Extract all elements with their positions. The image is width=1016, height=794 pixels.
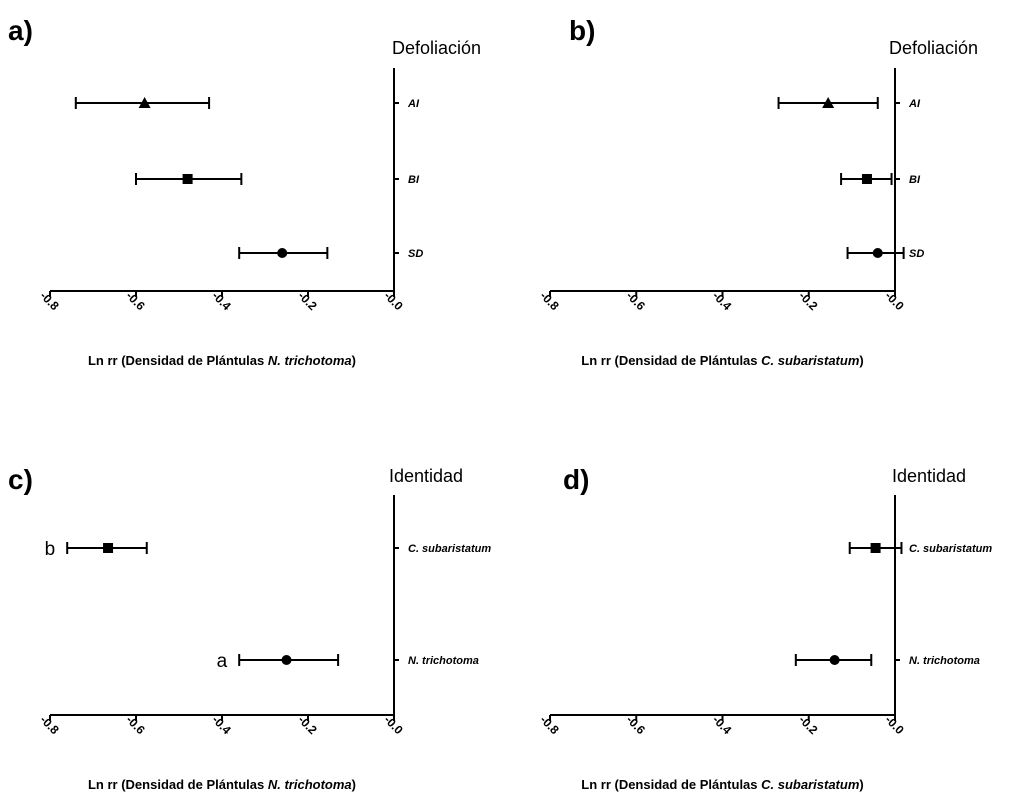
x-axis-label-suffix: ) (352, 777, 356, 792)
x-axis-label-prefix: Ln rr (Densidad de Plántulas (88, 777, 268, 792)
x-axis-label-species: N. trichotoma (268, 353, 352, 368)
chart-panel-3: c) Identidad -0.8 -0.6 -0.4 -0.2 -0.0 Ln rr (De… (8, 464, 491, 792)
category-label-n-trichotoma: N. trichotoma (909, 655, 980, 667)
category-label-ai: AI (908, 98, 921, 110)
x-axis-label-species: C. subaristatum (761, 777, 860, 792)
x-axis-label-species: N. trichotoma (268, 777, 352, 792)
point-marker-n-trichotoma (829, 655, 840, 665)
x-axis-label: Ln rr (Densidad de Plántulas C. subarist… (581, 777, 863, 792)
x-tick-label: -0.0 (381, 713, 406, 738)
x-axis-label-species: C. subaristatum (761, 353, 860, 368)
x-tick-label: -0.2 (796, 289, 821, 314)
x-tick-label: -0.4 (710, 289, 735, 314)
significance-letter: b (45, 539, 56, 560)
x-axis-label-prefix: Ln rr (Densidad de Plántulas (581, 777, 761, 792)
category-label-c-subaristatum: C. subaristatum (408, 543, 491, 555)
x-tick-label: -0.4 (209, 289, 234, 314)
panel-label: d) (563, 464, 589, 495)
point-marker-n-trichotoma (281, 655, 292, 665)
x-tick-label: -0.4 (710, 713, 735, 738)
x-axis-label: Ln rr (Densidad de Plántulas C. subarist… (581, 353, 863, 368)
group-title: Identidad (892, 466, 966, 486)
point-marker-ai (138, 97, 151, 108)
point-marker-bi (182, 174, 193, 184)
panel-label: c) (8, 464, 33, 495)
x-tick-label: -0.8 (537, 713, 562, 738)
point-marker-sd (277, 248, 288, 258)
x-axis-label-prefix: Ln rr (Densidad de Plántulas (581, 353, 761, 368)
category-label-ai: AI (407, 98, 420, 110)
x-tick-label: -0.6 (123, 289, 148, 314)
x-axis-label-suffix: ) (352, 353, 356, 368)
chart-panel-4: d) Identidad -0.8 -0.6 -0.4 -0.2 -0.0 Ln rr (De… (537, 464, 992, 792)
point-marker-bi (861, 174, 872, 184)
panel-label: b) (569, 15, 595, 46)
chart-panel-2: b) Defoliación -0.8 -0.6 -0.4 -0.2 -0.0 Ln rr (… (537, 15, 978, 368)
panel-label: a) (8, 15, 33, 46)
category-label-bi: BI (408, 174, 420, 186)
group-title: Defoliación (889, 38, 978, 58)
x-axis-label: Ln rr (Densidad de Plántulas N. trichoto… (88, 777, 356, 792)
x-tick-label: -0.2 (295, 289, 320, 314)
category-label-bi: BI (909, 174, 921, 186)
x-axis-label-prefix: Ln rr (Densidad de Plántulas (88, 353, 268, 368)
x-tick-label: -0.0 (882, 713, 907, 738)
significance-letter: a (217, 651, 228, 672)
x-tick-label: -0.0 (381, 289, 406, 314)
category-label-sd: SD (408, 248, 423, 260)
x-tick-label: -0.2 (796, 713, 821, 738)
x-tick-label: -0.6 (123, 713, 148, 738)
category-label-sd: SD (909, 248, 924, 260)
group-title: Defoliación (392, 38, 481, 58)
point-marker-c-subaristatum (870, 543, 881, 553)
x-tick-label: -0.0 (882, 289, 907, 314)
x-tick-label: -0.8 (37, 713, 62, 738)
category-label-n-trichotoma: N. trichotoma (408, 655, 479, 667)
x-axis-label: Ln rr (Densidad de Plántulas N. trichoto… (88, 353, 356, 368)
x-tick-label: -0.6 (624, 713, 649, 738)
x-axis-label-suffix: ) (859, 353, 863, 368)
x-tick-label: -0.6 (624, 289, 649, 314)
chart-panel-1: a) Defoliación -0.8 -0.6 -0.4 -0.2 -0.0 Ln rr (… (8, 15, 481, 368)
x-tick-label: -0.2 (295, 713, 320, 738)
point-marker-sd (872, 248, 883, 258)
x-tick-label: -0.8 (537, 289, 562, 314)
point-marker-c-subaristatum (103, 543, 114, 553)
point-marker-ai (822, 97, 835, 108)
group-title: Identidad (389, 466, 463, 486)
category-label-c-subaristatum: C. subaristatum (909, 543, 992, 555)
x-tick-label: -0.8 (37, 289, 62, 314)
x-axis-label-suffix: ) (859, 777, 863, 792)
x-tick-label: -0.4 (209, 713, 234, 738)
